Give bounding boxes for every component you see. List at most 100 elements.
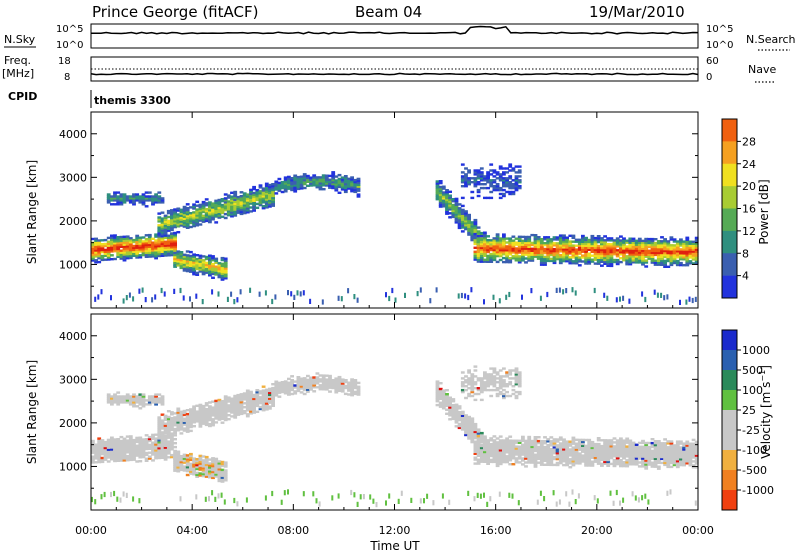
heatmap-cell: [91, 459, 95, 462]
heatmap-cell: [672, 257, 677, 261]
heatmap-cell: [479, 433, 484, 437]
heatmap-cell: [132, 454, 136, 457]
heatmap-cell: [226, 418, 231, 421]
heatmap-cell: [435, 386, 440, 389]
heatmap-cell: [198, 403, 203, 407]
heatmap-cell: [245, 205, 250, 208]
heatmap-cell: [514, 377, 519, 380]
heatmap-cell: [233, 394, 238, 398]
heatmap-cell: [306, 176, 310, 180]
heatmap-cell: [132, 296, 135, 302]
heatmap-cell: [473, 365, 478, 368]
heatmap-cell: [223, 401, 228, 404]
heatmap-cell: [176, 409, 181, 412]
heatmap-cell: [492, 179, 497, 182]
heatmap-cell: [91, 447, 95, 450]
heatmap-cell: [457, 224, 462, 228]
colorbar-swatch: [722, 350, 737, 371]
heatmap-cell: [615, 297, 618, 303]
heatmap-cell: [353, 382, 358, 386]
heatmap-cell: [432, 500, 435, 506]
heatmap-cell: [587, 454, 592, 457]
heatmap-cell: [347, 179, 351, 182]
heatmap-cell: [454, 417, 459, 420]
heatmap-cell: [154, 243, 158, 246]
heatmap-cell: [505, 390, 509, 394]
heatmap-cell: [584, 448, 588, 451]
heatmap-cell: [182, 453, 187, 456]
heatmap-cell: [470, 385, 475, 388]
heatmap-cell: [483, 444, 487, 448]
heatmap-cell: [498, 390, 503, 394]
heatmap-cell: [656, 467, 661, 470]
heatmap-cell: [666, 450, 671, 453]
heatmap-cell: [675, 256, 680, 259]
heatmap-cell: [464, 212, 468, 215]
heatmap-cell: [223, 208, 228, 212]
heatmap-cell: [328, 390, 332, 393]
heatmap-cell: [106, 244, 111, 247]
heatmap-cell: [609, 243, 614, 246]
heatmap-cell: [173, 420, 177, 423]
heatmap-cell: [132, 403, 136, 406]
heatmap-cell: [489, 241, 494, 244]
heatmap-cell: [562, 450, 566, 453]
heatmap-cell: [166, 446, 171, 449]
heatmap-cell: [309, 382, 313, 385]
heatmap-cell: [100, 439, 105, 442]
heatmap-cell: [258, 392, 263, 395]
heatmap-cell: [179, 460, 184, 464]
heatmap-cell: [445, 408, 449, 411]
heatmap-cell: [119, 459, 124, 462]
heatmap-cell: [132, 254, 136, 257]
heatmap-cell: [258, 203, 263, 207]
heatmap-cell: [562, 463, 566, 467]
heatmap-cell: [438, 199, 443, 202]
heatmap-cell: [334, 181, 339, 184]
heatmap-cell: [166, 248, 171, 251]
heatmap-cell: [204, 475, 209, 478]
heatmap-cell: [170, 242, 174, 245]
heatmap-cell: [546, 451, 551, 455]
heatmap-cell: [160, 227, 165, 230]
heatmap-cell: [577, 438, 582, 442]
heatmap-cell: [315, 176, 320, 179]
heatmap-cell: [694, 242, 699, 245]
heatmap-cell: [173, 240, 177, 243]
nave-tick-bottom: 0: [706, 72, 712, 83]
heatmap-cell: [527, 447, 532, 450]
heatmap-cell: [147, 401, 152, 404]
heatmap-cell: [106, 252, 111, 255]
heatmap-cell: [457, 216, 462, 220]
heatmap-cell: [467, 223, 471, 226]
heatmap-cell: [521, 445, 525, 448]
heatmap-cell: [163, 242, 168, 245]
heatmap-cell: [261, 403, 266, 406]
heatmap-cell: [457, 418, 462, 422]
heatmap-cell: [663, 251, 667, 255]
heatmap-cell: [223, 473, 228, 476]
heatmap-cell: [577, 248, 582, 251]
heatmap-cell: [694, 466, 699, 469]
heatmap-cell: [464, 429, 468, 433]
heatmap-cell: [517, 255, 522, 258]
heatmap-cell: [166, 225, 171, 228]
heatmap-cell: [574, 252, 579, 255]
heatmap-cell: [347, 187, 351, 190]
heatmap-cell: [460, 177, 465, 180]
heatmap-cell: [634, 463, 639, 466]
heatmap-cell: [603, 448, 607, 452]
heatmap-cell: [353, 190, 358, 194]
heatmap-cell: [533, 445, 538, 449]
heatmap-cell: [189, 456, 193, 460]
heatmap-cell: [249, 394, 253, 397]
heatmap-cell: [486, 175, 490, 178]
heatmap-cell: [581, 236, 585, 240]
heatmap-cell: [663, 263, 667, 266]
heatmap-cell: [293, 180, 298, 183]
heatmap-cell: [530, 447, 535, 451]
heatmap-cell: [502, 447, 506, 450]
heatmap-cell: [125, 435, 130, 438]
heatmap-cell: [660, 240, 664, 243]
heatmap-cell: [565, 258, 569, 261]
